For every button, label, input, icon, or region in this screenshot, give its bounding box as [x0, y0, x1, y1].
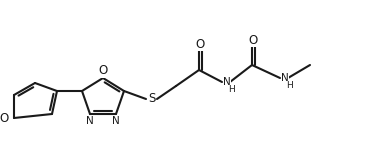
Text: N: N	[281, 73, 289, 83]
Text: N: N	[112, 116, 120, 126]
Text: O: O	[248, 33, 258, 47]
Text: S: S	[148, 92, 156, 105]
Text: N: N	[223, 77, 231, 87]
Text: H: H	[286, 81, 293, 90]
Text: O: O	[196, 38, 204, 51]
Text: N: N	[86, 116, 94, 126]
Text: O: O	[0, 112, 9, 124]
Text: O: O	[99, 64, 108, 78]
Text: H: H	[228, 84, 235, 93]
